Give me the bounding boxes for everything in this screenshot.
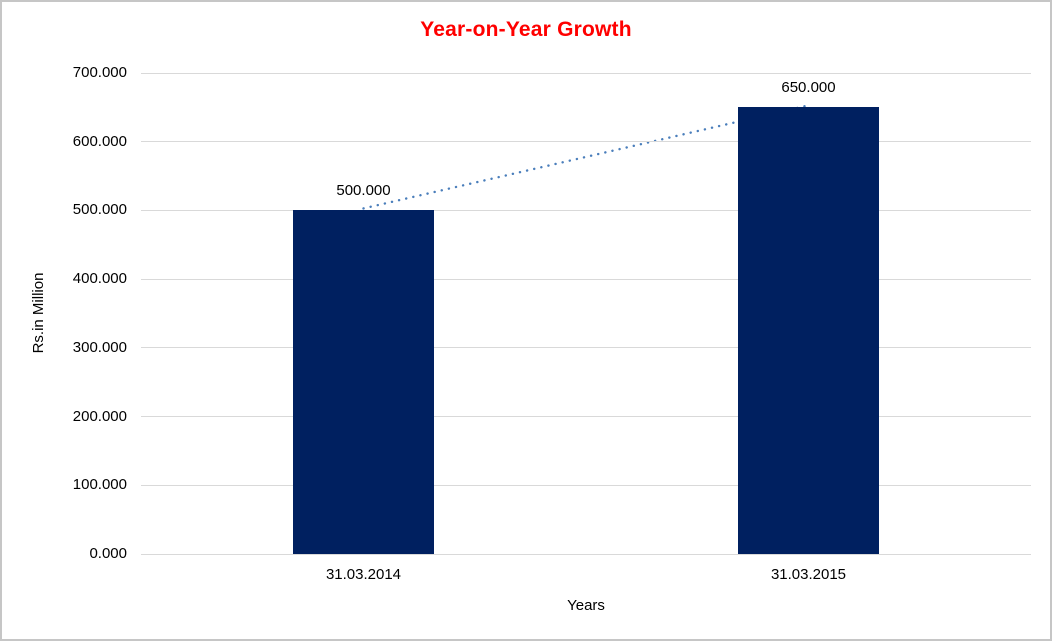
gridline: [141, 553, 1031, 555]
y-tick-label: 100.000: [72, 476, 127, 494]
y-tick-label: 0.000: [89, 545, 127, 562]
y-tick-label: 600.000: [72, 132, 127, 150]
y-tick-label: 500.000: [72, 201, 127, 219]
x-tick-label: 31.03.2015: [770, 566, 847, 583]
bar-data-label: 650.000: [781, 79, 836, 97]
y-tick-label: 300.000: [72, 338, 127, 356]
gridline: [141, 416, 1031, 418]
y-tick-label: 200.000: [72, 407, 127, 425]
gridline: [141, 347, 1031, 349]
x-axis-title: Years: [567, 597, 605, 614]
bar-data-label: 500.000: [336, 182, 391, 200]
gridline: [141, 72, 1031, 74]
plot-area: 500.000 650.000: [141, 72, 1031, 555]
gridline: [141, 278, 1031, 280]
bar-31.03.2014: [293, 210, 434, 554]
bar-31.03.2015: [738, 107, 879, 554]
trendline: [362, 104, 810, 210]
gridline: [141, 141, 1031, 143]
gridline: [141, 484, 1031, 486]
y-tick-label: 400.000: [72, 270, 127, 288]
y-tick-label: 700.000: [72, 64, 127, 81]
chart-title: Year-on-Year Growth: [420, 18, 632, 41]
x-tick-label: 31.03.2014: [325, 566, 402, 583]
gridline: [141, 209, 1031, 211]
